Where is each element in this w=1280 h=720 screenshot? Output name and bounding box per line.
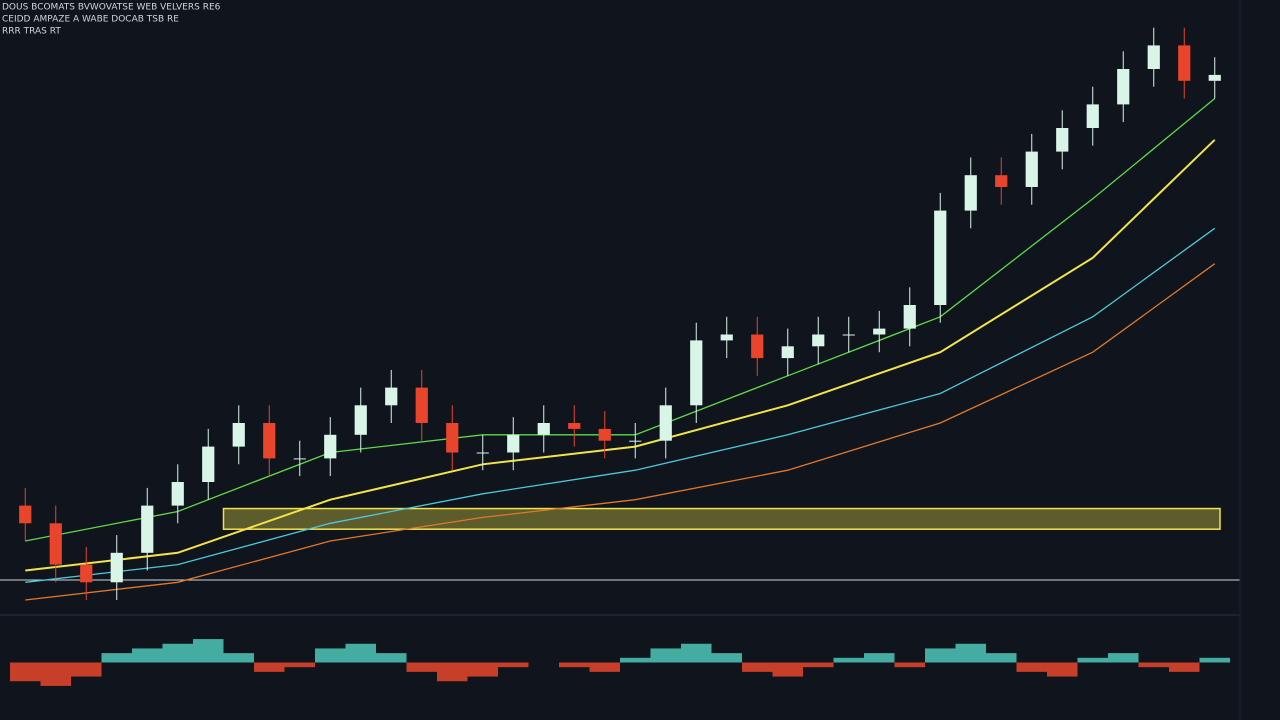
macd-bar (894, 662, 925, 668)
macd-bar (711, 653, 742, 663)
macd-bar (498, 662, 529, 668)
candle-body (507, 434, 520, 453)
macd-bar (955, 643, 986, 663)
macd-bar (1199, 657, 1230, 663)
macd-bar (559, 662, 590, 668)
candle-body (49, 523, 62, 565)
macd-bar (376, 653, 407, 663)
candle-body (1178, 45, 1191, 81)
candle-body (629, 440, 642, 442)
candle-body (293, 458, 306, 460)
macd-bar (650, 648, 681, 663)
candle-body (446, 423, 459, 453)
candle-body (690, 340, 703, 406)
candle-body (1086, 104, 1099, 128)
candle-body (354, 405, 367, 435)
candle-body (232, 423, 245, 447)
candle-body (934, 210, 947, 305)
macd-bar (71, 662, 102, 677)
macd-bar (1016, 662, 1047, 672)
candle-body (598, 428, 611, 441)
macd-bar (1077, 657, 1108, 663)
candle-body (1117, 69, 1130, 105)
candle-body (202, 446, 215, 482)
macd-bar (833, 657, 864, 663)
candle-body (141, 505, 154, 553)
zone (222, 507, 1221, 530)
macd-bar (10, 662, 41, 682)
candle-body (110, 552, 123, 583)
candle-body (1147, 45, 1160, 69)
candle-body (568, 423, 581, 429)
candle-body (1056, 128, 1069, 152)
macd-bar (315, 648, 346, 663)
candle-body (751, 334, 764, 359)
candle-body (873, 328, 886, 335)
macd-bar (467, 662, 498, 677)
candle-body (171, 482, 184, 506)
macd-bar (1138, 662, 1169, 668)
macd-bar (1169, 662, 1200, 672)
candle-body (324, 434, 337, 459)
macd-bar (345, 643, 376, 663)
candle-body (903, 305, 916, 329)
macd-bar (1047, 662, 1078, 677)
macd-bar (406, 662, 437, 672)
header-text: DOUS BCOMATS BVWOVATSE WEB VELVERS RE6 (2, 3, 221, 13)
macd-bar (40, 662, 71, 686)
macd-bar (864, 653, 895, 663)
macd-bar (437, 662, 468, 682)
candle-body (385, 387, 398, 406)
candle-body (80, 564, 93, 583)
candle-body (537, 423, 550, 435)
macd-bar (620, 657, 651, 663)
macd-bar (254, 662, 285, 672)
candle-body (995, 175, 1008, 187)
candle-body (964, 175, 977, 211)
candle-body (720, 334, 733, 341)
macd-bar (986, 653, 1017, 663)
moving-average (25, 227, 1216, 583)
macd-bar (803, 662, 834, 668)
candle-body (659, 405, 672, 441)
macd-bar (223, 653, 254, 663)
candle-body (476, 452, 489, 454)
macd-bar (162, 643, 193, 663)
candle-body (812, 334, 825, 347)
candle-body (415, 387, 428, 423)
candle-body (781, 346, 794, 359)
macd-bar (193, 639, 224, 663)
macd-bar (925, 648, 956, 663)
candle-body (263, 423, 276, 459)
macd-bar (1108, 653, 1139, 663)
header-text: RRR TRAS RT (2, 27, 61, 37)
macd-bar (284, 662, 315, 668)
candle-body (842, 334, 855, 336)
macd-bar (772, 662, 803, 677)
candle-body (1208, 74, 1221, 81)
macd-bar (681, 643, 712, 663)
macd-bar (101, 653, 132, 663)
macd-bar (132, 648, 163, 663)
macd-bar (589, 662, 620, 672)
candle-body (1025, 151, 1038, 187)
macd-bar (742, 662, 773, 672)
candle-body (19, 505, 32, 524)
moving-average (25, 263, 1216, 601)
header-text: CEIDD AMPAZE A WABE DOCAB TSB RE (2, 15, 179, 25)
